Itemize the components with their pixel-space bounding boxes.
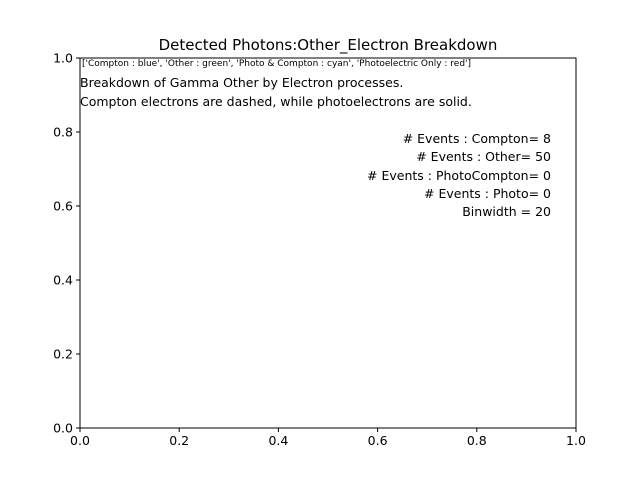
stat-other-events: # Events : Other= 50 <box>416 149 551 164</box>
y-axis-ticks: 0.0 0.2 0.4 0.6 0.8 1.0 <box>53 51 80 436</box>
stat-photo-events: # Events : Photo= 0 <box>424 186 551 201</box>
x-tick-label: 0.2 <box>169 433 189 448</box>
legend-text: ['Compton : blue', 'Other : green', 'Pho… <box>82 59 471 69</box>
x-tick-label: 0.4 <box>268 433 288 448</box>
stat-photocompton-events: # Events : PhotoCompton= 0 <box>367 168 551 183</box>
chart-title: Detected Photons:Other_Electron Breakdow… <box>159 36 498 55</box>
x-tick-label: 0.0 <box>70 433 90 448</box>
y-tick-label: 1.0 <box>53 51 73 66</box>
description-line-1: Breakdown of Gamma Other by Electron pro… <box>80 75 403 90</box>
y-tick-label: 0.2 <box>53 347 73 362</box>
y-tick-label: 0.4 <box>53 273 73 288</box>
x-tick-label: 1.0 <box>566 433 586 448</box>
x-tick-label: 0.8 <box>467 433 487 448</box>
plot-area-frame <box>79 57 577 429</box>
y-tick-label: 0.0 <box>53 421 73 436</box>
y-tick-label: 0.6 <box>53 199 73 214</box>
y-tick-label: 0.8 <box>53 125 73 140</box>
stat-binwidth: Binwidth = 20 <box>462 204 551 219</box>
description-line-2: Compton electrons are dashed, while phot… <box>80 94 472 109</box>
x-tick-label: 0.6 <box>368 433 388 448</box>
stat-compton-events: # Events : Compton= 8 <box>403 131 551 146</box>
x-axis-ticks: 0.0 0.2 0.4 0.6 0.8 1.0 <box>70 428 586 448</box>
